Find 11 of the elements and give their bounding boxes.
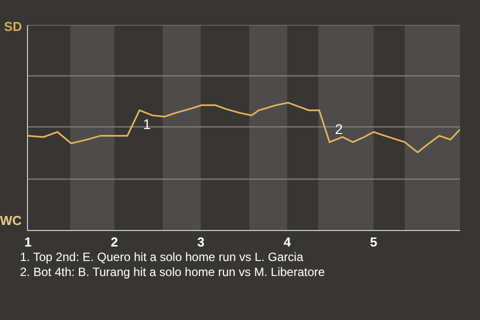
- x-tick-label: 1: [24, 234, 32, 250]
- annotation: 2: [335, 121, 343, 137]
- text: 1. Top 2nd: E. Quero hit a solo home run vs L. Garcia: [20, 250, 304, 264]
- x-tick-label: 3: [197, 234, 204, 250]
- x-tick-label: 5: [370, 234, 378, 250]
- x-tick-label: 4: [284, 234, 292, 250]
- text: 2. Bot 4th: B. Turang hit a solo home run vs M. Liberatore: [20, 265, 326, 279]
- text: WC: [0, 213, 22, 228]
- x-tick-label: 2: [110, 234, 118, 250]
- annotation: 1: [143, 116, 151, 132]
- text: SD: [4, 19, 22, 34]
